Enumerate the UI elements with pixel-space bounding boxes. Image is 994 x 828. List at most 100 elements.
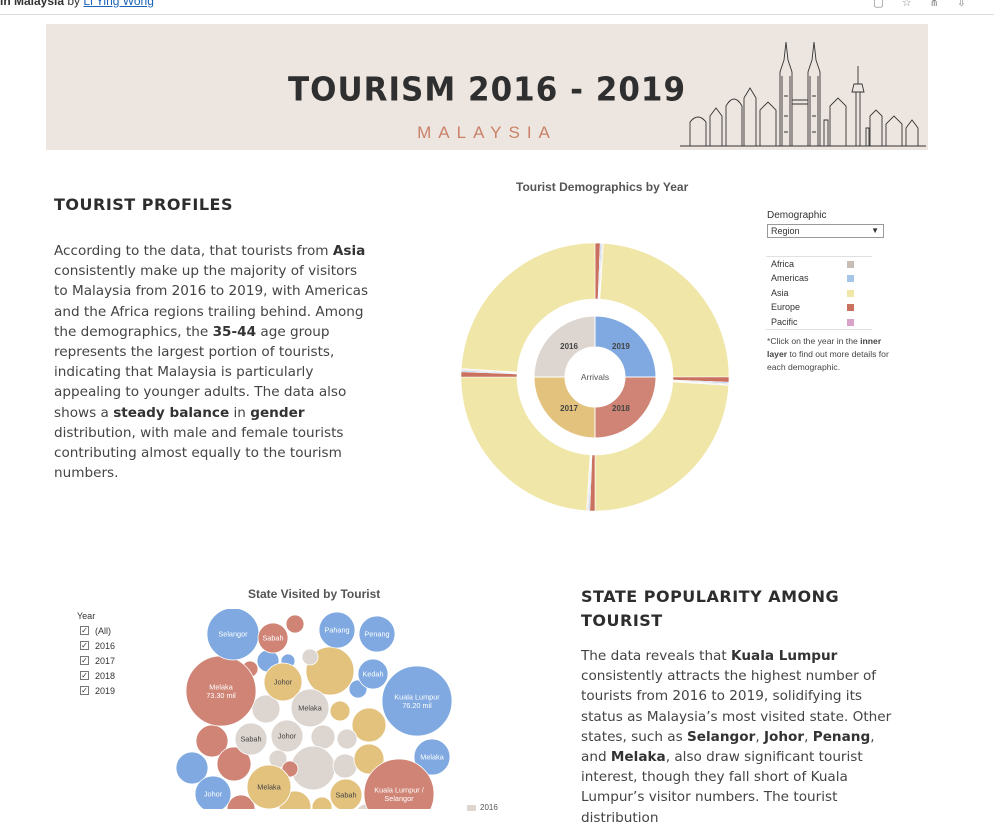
bubble-minor[interactable]	[353, 743, 385, 775]
bubble-label: Melaka	[420, 753, 444, 762]
state-popularity-heading: STATE POPULARITY AMONG TOURIST	[581, 587, 840, 630]
bubble-minor[interactable]	[175, 751, 209, 785]
bubble-label: Johor	[278, 732, 297, 741]
bubble-pahang-2019[interactable]	[318, 611, 356, 649]
bubble-kuala-lumpur-selangor-2018[interactable]	[363, 758, 435, 809]
author-link[interactable]: Li Ying Wong	[83, 0, 154, 8]
bubble-melaka-2017[interactable]	[246, 764, 292, 809]
dashboard-subtitle: MALAYSIA	[417, 123, 557, 142]
bubble-kuala-lumpur-2019[interactable]	[381, 665, 453, 737]
bubble-johor-2017[interactable]	[263, 662, 303, 702]
bubble-minor[interactable]	[336, 728, 358, 750]
bubble-minor[interactable]	[310, 724, 336, 750]
bubble-melaka-2019[interactable]	[413, 738, 451, 776]
legend-label: Africa	[771, 259, 795, 269]
demographic-legend: Africa Americas Asia Europe Pacific	[766, 256, 872, 330]
bubble-label: Melaka	[209, 682, 233, 691]
bubble-label: Johor	[274, 678, 293, 687]
legend-item-pacific[interactable]: Pacific	[766, 315, 872, 329]
year-filter-item-all[interactable]: ✓ (All)	[77, 624, 115, 639]
year-filter-label: Year	[77, 611, 96, 621]
bubble-sabah-2018[interactable]	[257, 622, 289, 654]
year-filter-item-label: (All)	[95, 626, 111, 636]
legend-swatch	[847, 289, 854, 297]
year-filter: Year ✓ (All) ✓ 2016 ✓ 2017 ✓ 2018 ✓ 2019	[77, 611, 115, 699]
legend-swatch	[847, 318, 854, 326]
checkbox-checked-icon[interactable]: ✓	[80, 656, 89, 665]
bubble-minor[interactable]	[329, 700, 351, 722]
bubble-label: Melaka	[298, 704, 322, 713]
bubble-johor-2019[interactable]	[194, 775, 232, 809]
bubble-minor[interactable]	[226, 794, 256, 809]
legend-label: Asia	[771, 287, 789, 298]
bubble-minor[interactable]	[351, 707, 387, 743]
year-filter-item-2016[interactable]: ✓ 2016	[77, 639, 115, 654]
bubble-sabah-2016[interactable]	[234, 722, 268, 756]
tourist-profiles-text: According to the data, that tourists fro…	[54, 243, 369, 482]
bubble-minor[interactable]	[332, 753, 358, 779]
bubble-label: Kuala Lumpur	[394, 692, 440, 701]
bubble-label: Selangor	[384, 794, 414, 803]
legend-label: Pacific	[771, 316, 798, 327]
bubble-value-label: 76.20 mil	[402, 701, 432, 710]
bubble-johor-2016[interactable]	[270, 719, 304, 753]
demographic-label: Demographic	[767, 210, 827, 221]
legend-label: Europe	[771, 302, 801, 313]
inner-label-2019: 2019	[612, 342, 630, 351]
bubble-melaka-2016[interactable]	[290, 688, 330, 728]
legend-swatch	[467, 804, 476, 811]
drilldown-note: *Click on the year in the inner layer to…	[767, 336, 889, 372]
bubble-minor[interactable]	[301, 648, 319, 666]
checkbox-checked-icon[interactable]: ✓	[80, 626, 89, 635]
year-filter-item-2017[interactable]: ✓ 2017	[77, 654, 115, 669]
by-text: by	[67, 0, 81, 8]
legend-item-africa[interactable]: Africa	[766, 257, 872, 271]
bubble-label: Selangor	[218, 630, 248, 639]
dashboard-title: TOURISM 2016 - 2019	[287, 71, 687, 109]
tourist-profiles-heading: TOURIST PROFILES	[54, 195, 233, 214]
bubble-minor[interactable]	[251, 694, 281, 724]
bubble-minor[interactable]	[216, 746, 252, 782]
viz-breadcrumb: in Malaysia by Li Ying Wong	[0, 0, 154, 8]
year-filter-item-label: 2017	[95, 656, 116, 666]
checkbox-checked-icon[interactable]: ✓	[80, 641, 89, 650]
year-filter-item-label: 2019	[95, 686, 116, 696]
year-filter-item-2019[interactable]: ✓ 2019	[77, 684, 115, 699]
legend-swatch	[847, 304, 854, 312]
checkbox-checked-icon[interactable]: ✓	[80, 671, 89, 680]
legend-label: Americas	[771, 273, 809, 284]
viz-title: in Malaysia	[0, 0, 65, 8]
bubble-sabah-2017[interactable]	[329, 778, 363, 809]
bubble-label: Kuala Lumpur /	[374, 785, 424, 794]
year-filter-item-2018[interactable]: ✓ 2018	[77, 669, 115, 684]
top-bar: in Malaysia by Li Ying Wong ▢☆⋔⇩	[0, 0, 994, 15]
demographics-donut-chart: 2019 2018 2017 2016 Arrivals	[460, 242, 730, 512]
bubble-label: Kedah	[362, 670, 383, 679]
header-banner: TOURISM 2016 - 2019 MALAYSIA	[46, 24, 928, 150]
bubble-label: Pahang	[324, 626, 349, 635]
donut-center-label: Arrivals	[581, 372, 609, 382]
legend-item-europe[interactable]: Europe	[766, 300, 872, 314]
inner-label-2017: 2017	[560, 404, 578, 413]
bookmark-icon[interactable]: ▢	[873, 0, 902, 9]
legend-item-asia[interactable]: Asia	[766, 286, 872, 300]
download-icon[interactable]: ⇩	[956, 0, 984, 9]
bubble-penang-2019[interactable]	[358, 615, 396, 653]
bubble-label: Sabah	[335, 791, 356, 800]
year-filter-item-label: 2016	[95, 641, 116, 651]
checkbox-checked-icon[interactable]: ✓	[80, 686, 89, 695]
legend-item-americas[interactable]: Americas	[766, 271, 872, 285]
bubble-minor[interactable]	[311, 796, 333, 809]
demographic-dropdown[interactable]: Region ▼	[767, 224, 884, 238]
year-filter-item-label: 2018	[95, 671, 116, 681]
legend-swatch	[847, 261, 854, 268]
bubble-kedah-2019[interactable]	[357, 658, 389, 690]
inner-label-2016: 2016	[560, 342, 578, 351]
star-icon[interactable]: ☆	[901, 0, 930, 9]
donut-hole	[565, 347, 625, 407]
state-legend-partial: 2016	[467, 803, 498, 812]
share-icon[interactable]: ⋔	[929, 0, 957, 9]
bubble-minor[interactable]	[285, 614, 305, 634]
chevron-down-icon: ▼	[871, 226, 879, 235]
